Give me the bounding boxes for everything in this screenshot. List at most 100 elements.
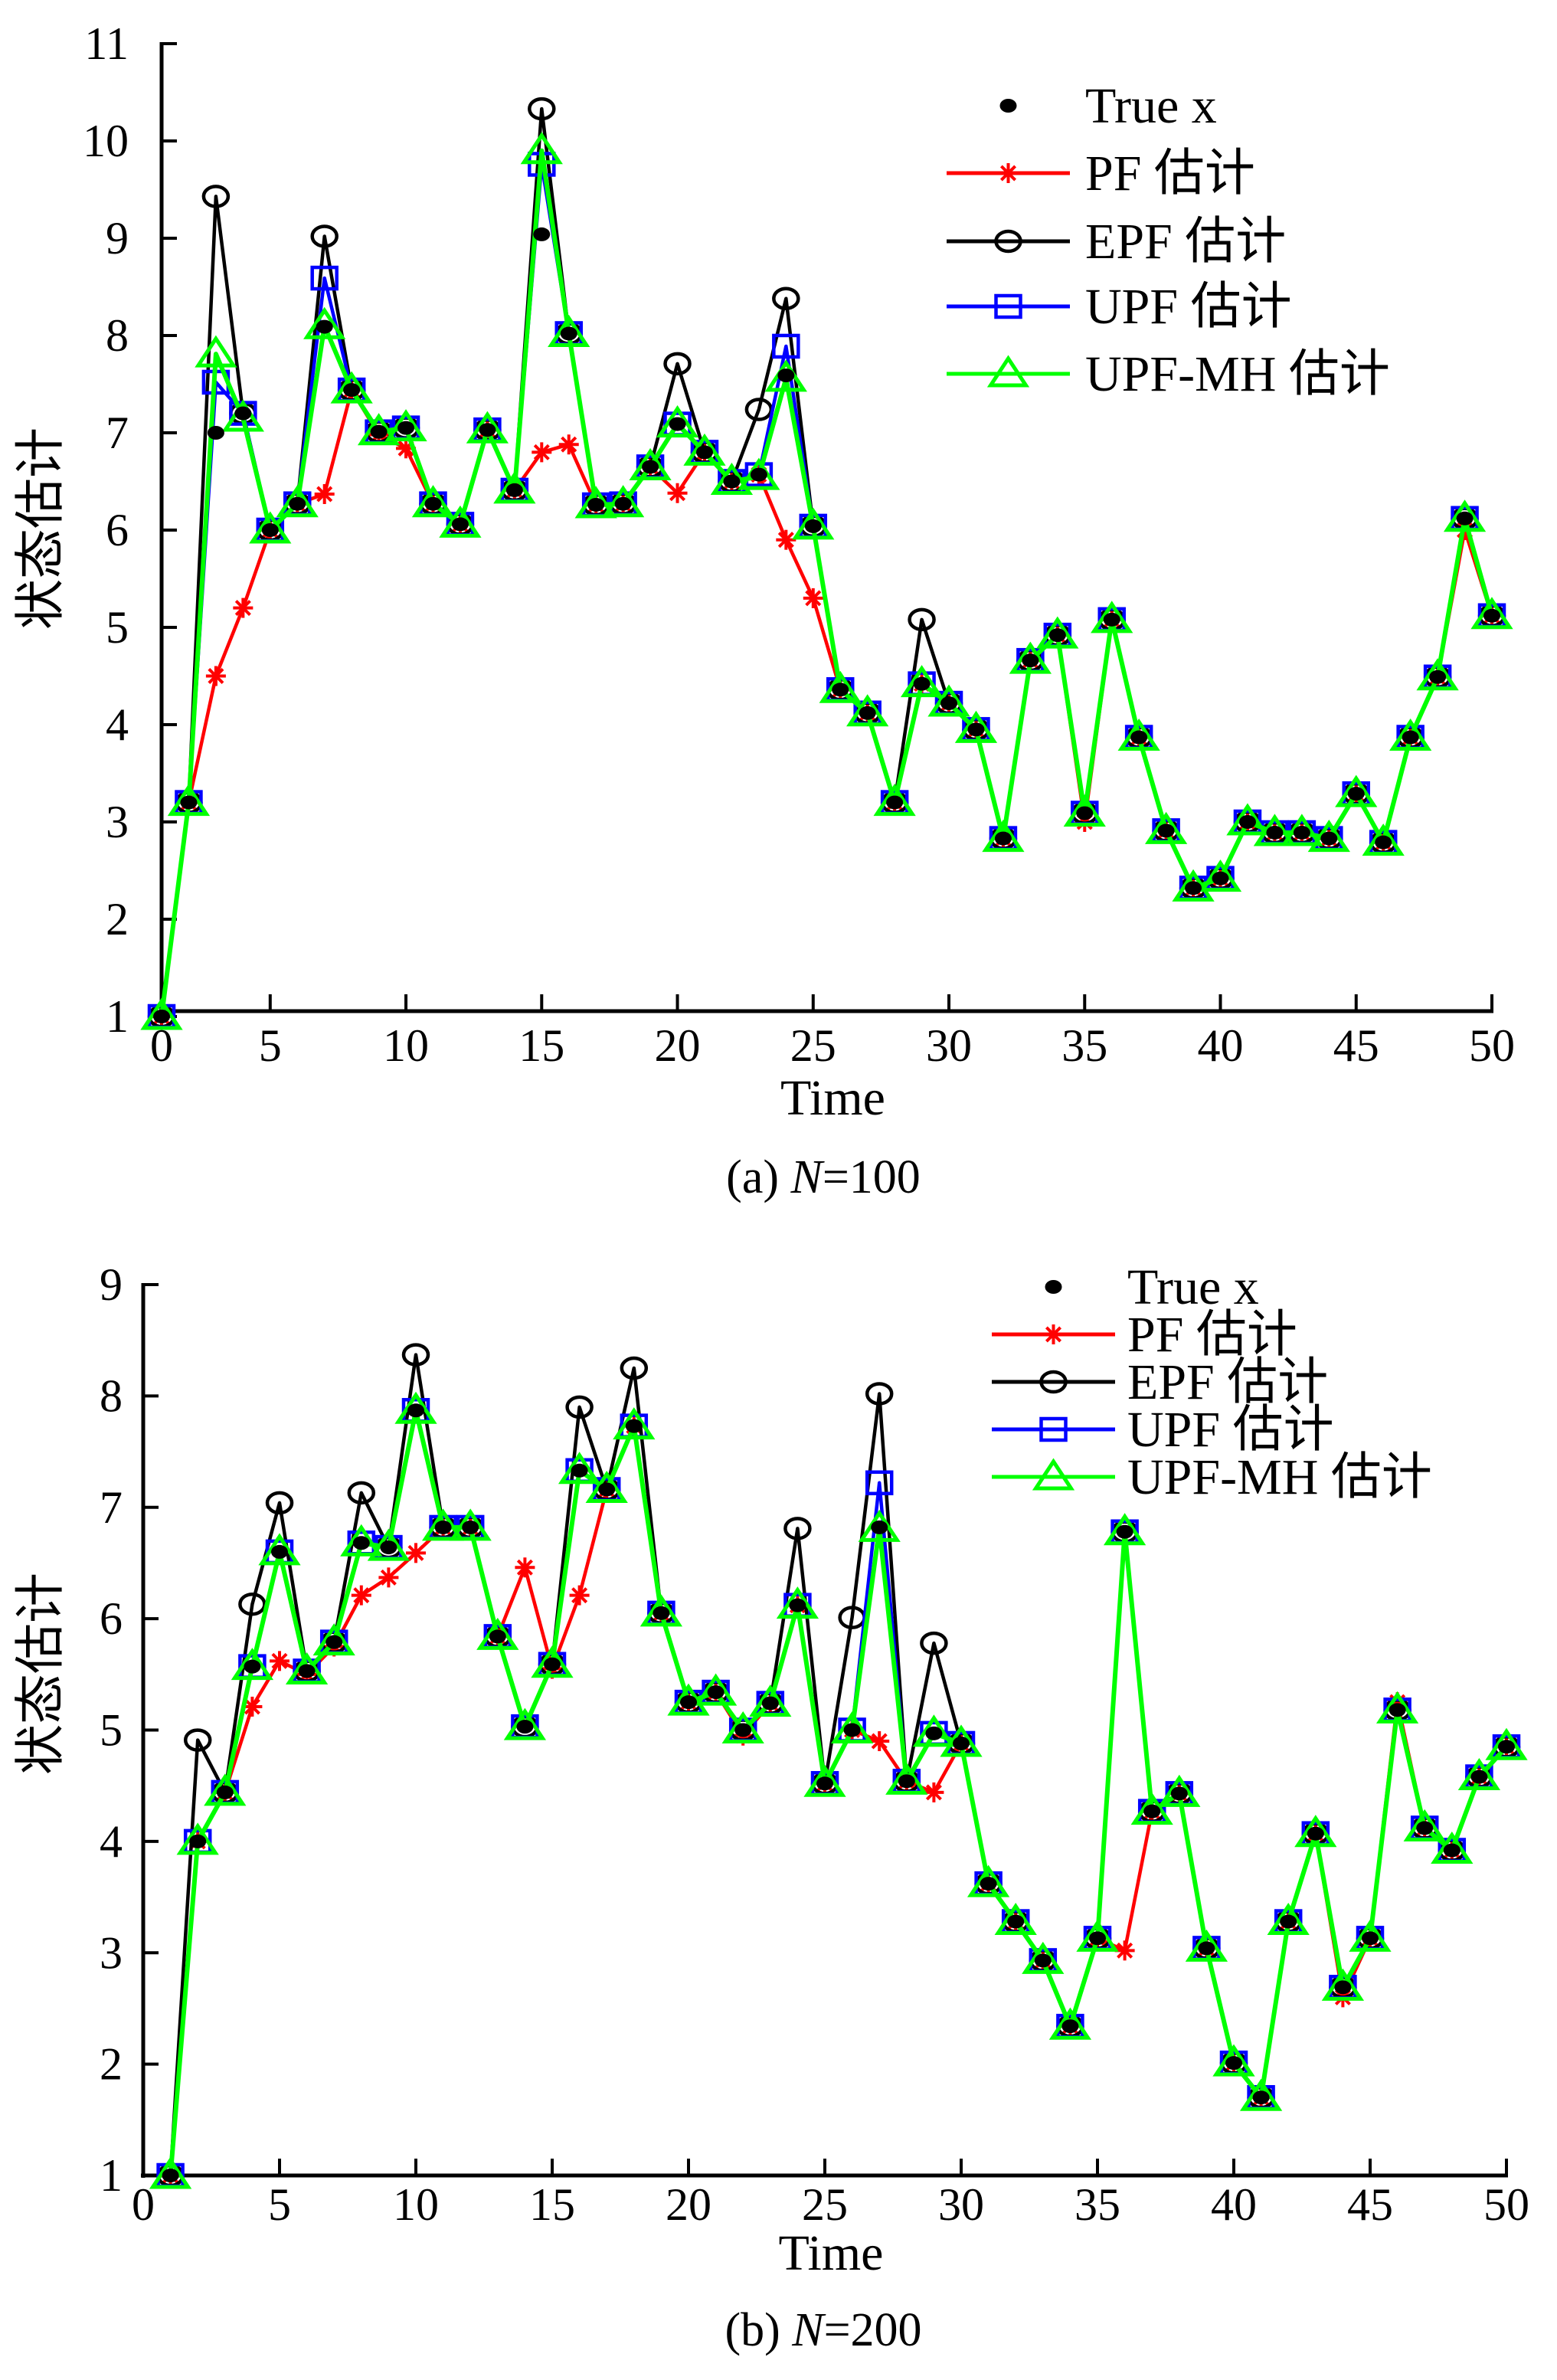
data-point-upfmh — [694, 1673, 738, 1706]
caption-prefix: (b) — [725, 2304, 792, 2356]
data-point-upfmh — [548, 314, 590, 347]
data-point-true — [886, 795, 904, 810]
data-point-true — [325, 1635, 343, 1649]
data-point-pf — [270, 1651, 289, 1671]
data-point-true — [560, 326, 577, 341]
data-point-true — [587, 497, 605, 512]
y-tick-label: 7 — [100, 1482, 123, 1533]
data-point-true — [489, 1629, 506, 1644]
legend-item-upfmh: UPF-MH 估计 — [947, 346, 1390, 402]
legend-marker-pf-stroke — [1045, 1326, 1062, 1343]
data-point-true — [451, 517, 469, 532]
x-tick-label: 25 — [790, 1020, 836, 1071]
data-point-true — [424, 496, 442, 511]
data-point-upfmh — [1226, 803, 1269, 836]
data-point-upfmh — [276, 485, 319, 518]
legend-label: PF 估计 — [1127, 1307, 1297, 1363]
data-point-true — [598, 1482, 616, 1497]
data-point-true — [1362, 1931, 1379, 1946]
data-point-upfmh — [819, 670, 862, 703]
data-point-true — [669, 417, 686, 431]
data-point-true — [1089, 1931, 1106, 1946]
data-point-pf-stroke — [234, 600, 251, 617]
data-point-true — [516, 1720, 534, 1734]
data-point-pf — [869, 1731, 890, 1752]
data-point-upfmh — [531, 1645, 574, 1678]
data-point-upfmh — [873, 784, 916, 817]
data-point-true — [380, 1540, 397, 1555]
data-point-upfmh — [421, 1508, 465, 1541]
data-point-true — [777, 368, 795, 383]
data-point-upfmh — [1349, 1919, 1392, 1952]
data-point-true — [343, 383, 361, 398]
legend-label: UPF 估计 — [1127, 1402, 1334, 1458]
data-point-true — [162, 2169, 179, 2182]
data-point-upfmh — [394, 1391, 437, 1424]
data-point-true — [1022, 653, 1039, 668]
data-point-pf — [233, 597, 254, 618]
x-tick-label: 45 — [1347, 2179, 1393, 2230]
data-point-upfmh — [927, 684, 970, 717]
data-point-upfmh — [738, 457, 780, 490]
data-point-true — [750, 467, 767, 482]
y-tick-label: 2 — [100, 2039, 123, 2090]
legend-marker-pf — [998, 163, 1019, 183]
y-tick-label: 8 — [106, 310, 129, 361]
data-point-true — [189, 1834, 207, 1848]
y-tick-label: 3 — [106, 797, 129, 847]
data-point-upfmh — [1307, 820, 1350, 853]
data-point-true — [1402, 730, 1419, 745]
y-axis-label: 状态估计 — [13, 427, 69, 630]
y-tick-label: 11 — [84, 18, 129, 69]
data-point-pf-stroke — [208, 667, 224, 685]
legend-marker-true — [1045, 1280, 1062, 1294]
data-point-epf — [663, 352, 692, 376]
data-point-epf — [528, 97, 556, 121]
data-point-upfmh — [1158, 1774, 1201, 1807]
data-point-upfmh — [601, 485, 645, 518]
data-point-pf-stroke — [561, 436, 577, 453]
data-point-upfmh — [585, 1470, 628, 1503]
data-point-true — [707, 1685, 725, 1700]
data-point-true — [1048, 628, 1066, 643]
data-point-upfmh — [1185, 1929, 1228, 1962]
data-point-upfmh — [558, 1452, 601, 1485]
data-point-pf-stroke — [805, 590, 822, 607]
x-tick-label: 10 — [383, 1020, 429, 1071]
data-point-true — [653, 1606, 670, 1620]
data-point-upfmh — [1362, 823, 1405, 856]
data-point-upfmh — [411, 485, 455, 518]
data-point-true — [625, 1419, 643, 1433]
series-true — [153, 227, 1500, 1023]
data-point-upfmh — [1022, 1941, 1065, 1974]
data-point-upfmh — [954, 710, 998, 743]
data-point-pf — [205, 666, 226, 686]
data-point-true — [1429, 669, 1447, 684]
data-point-upf — [310, 265, 339, 291]
data-point-epf — [920, 1631, 948, 1655]
subplot-caption: (a) N=100 — [726, 1151, 921, 1203]
y-tick-label: 6 — [106, 505, 129, 555]
data-point-true — [1443, 1843, 1461, 1858]
data-point-upfmh — [258, 1533, 301, 1566]
data-point-true — [462, 1520, 479, 1534]
data-point-true — [153, 1010, 170, 1023]
data-point-upfmh — [776, 1586, 819, 1619]
legend-label: UPF-MH 估计 — [1127, 1449, 1432, 1505]
data-point-upfmh — [1009, 641, 1052, 674]
legend-label: EPF 估计 — [1085, 214, 1286, 270]
data-point-pf-stroke — [571, 1587, 588, 1604]
data-point-true — [316, 319, 333, 334]
data-point-true — [207, 426, 224, 440]
series-upfmh — [149, 1391, 1528, 2189]
legend-marker-pf — [1043, 1324, 1064, 1344]
legend-label: EPF 估计 — [1127, 1354, 1328, 1410]
data-point-true — [298, 1664, 316, 1678]
data-point-pf — [515, 1557, 535, 1578]
data-point-true — [407, 1403, 424, 1418]
data-point-epf — [310, 224, 339, 248]
data-point-true — [994, 831, 1012, 846]
data-point-pf-stroke — [271, 1652, 288, 1669]
data-point-epf — [347, 1481, 376, 1505]
